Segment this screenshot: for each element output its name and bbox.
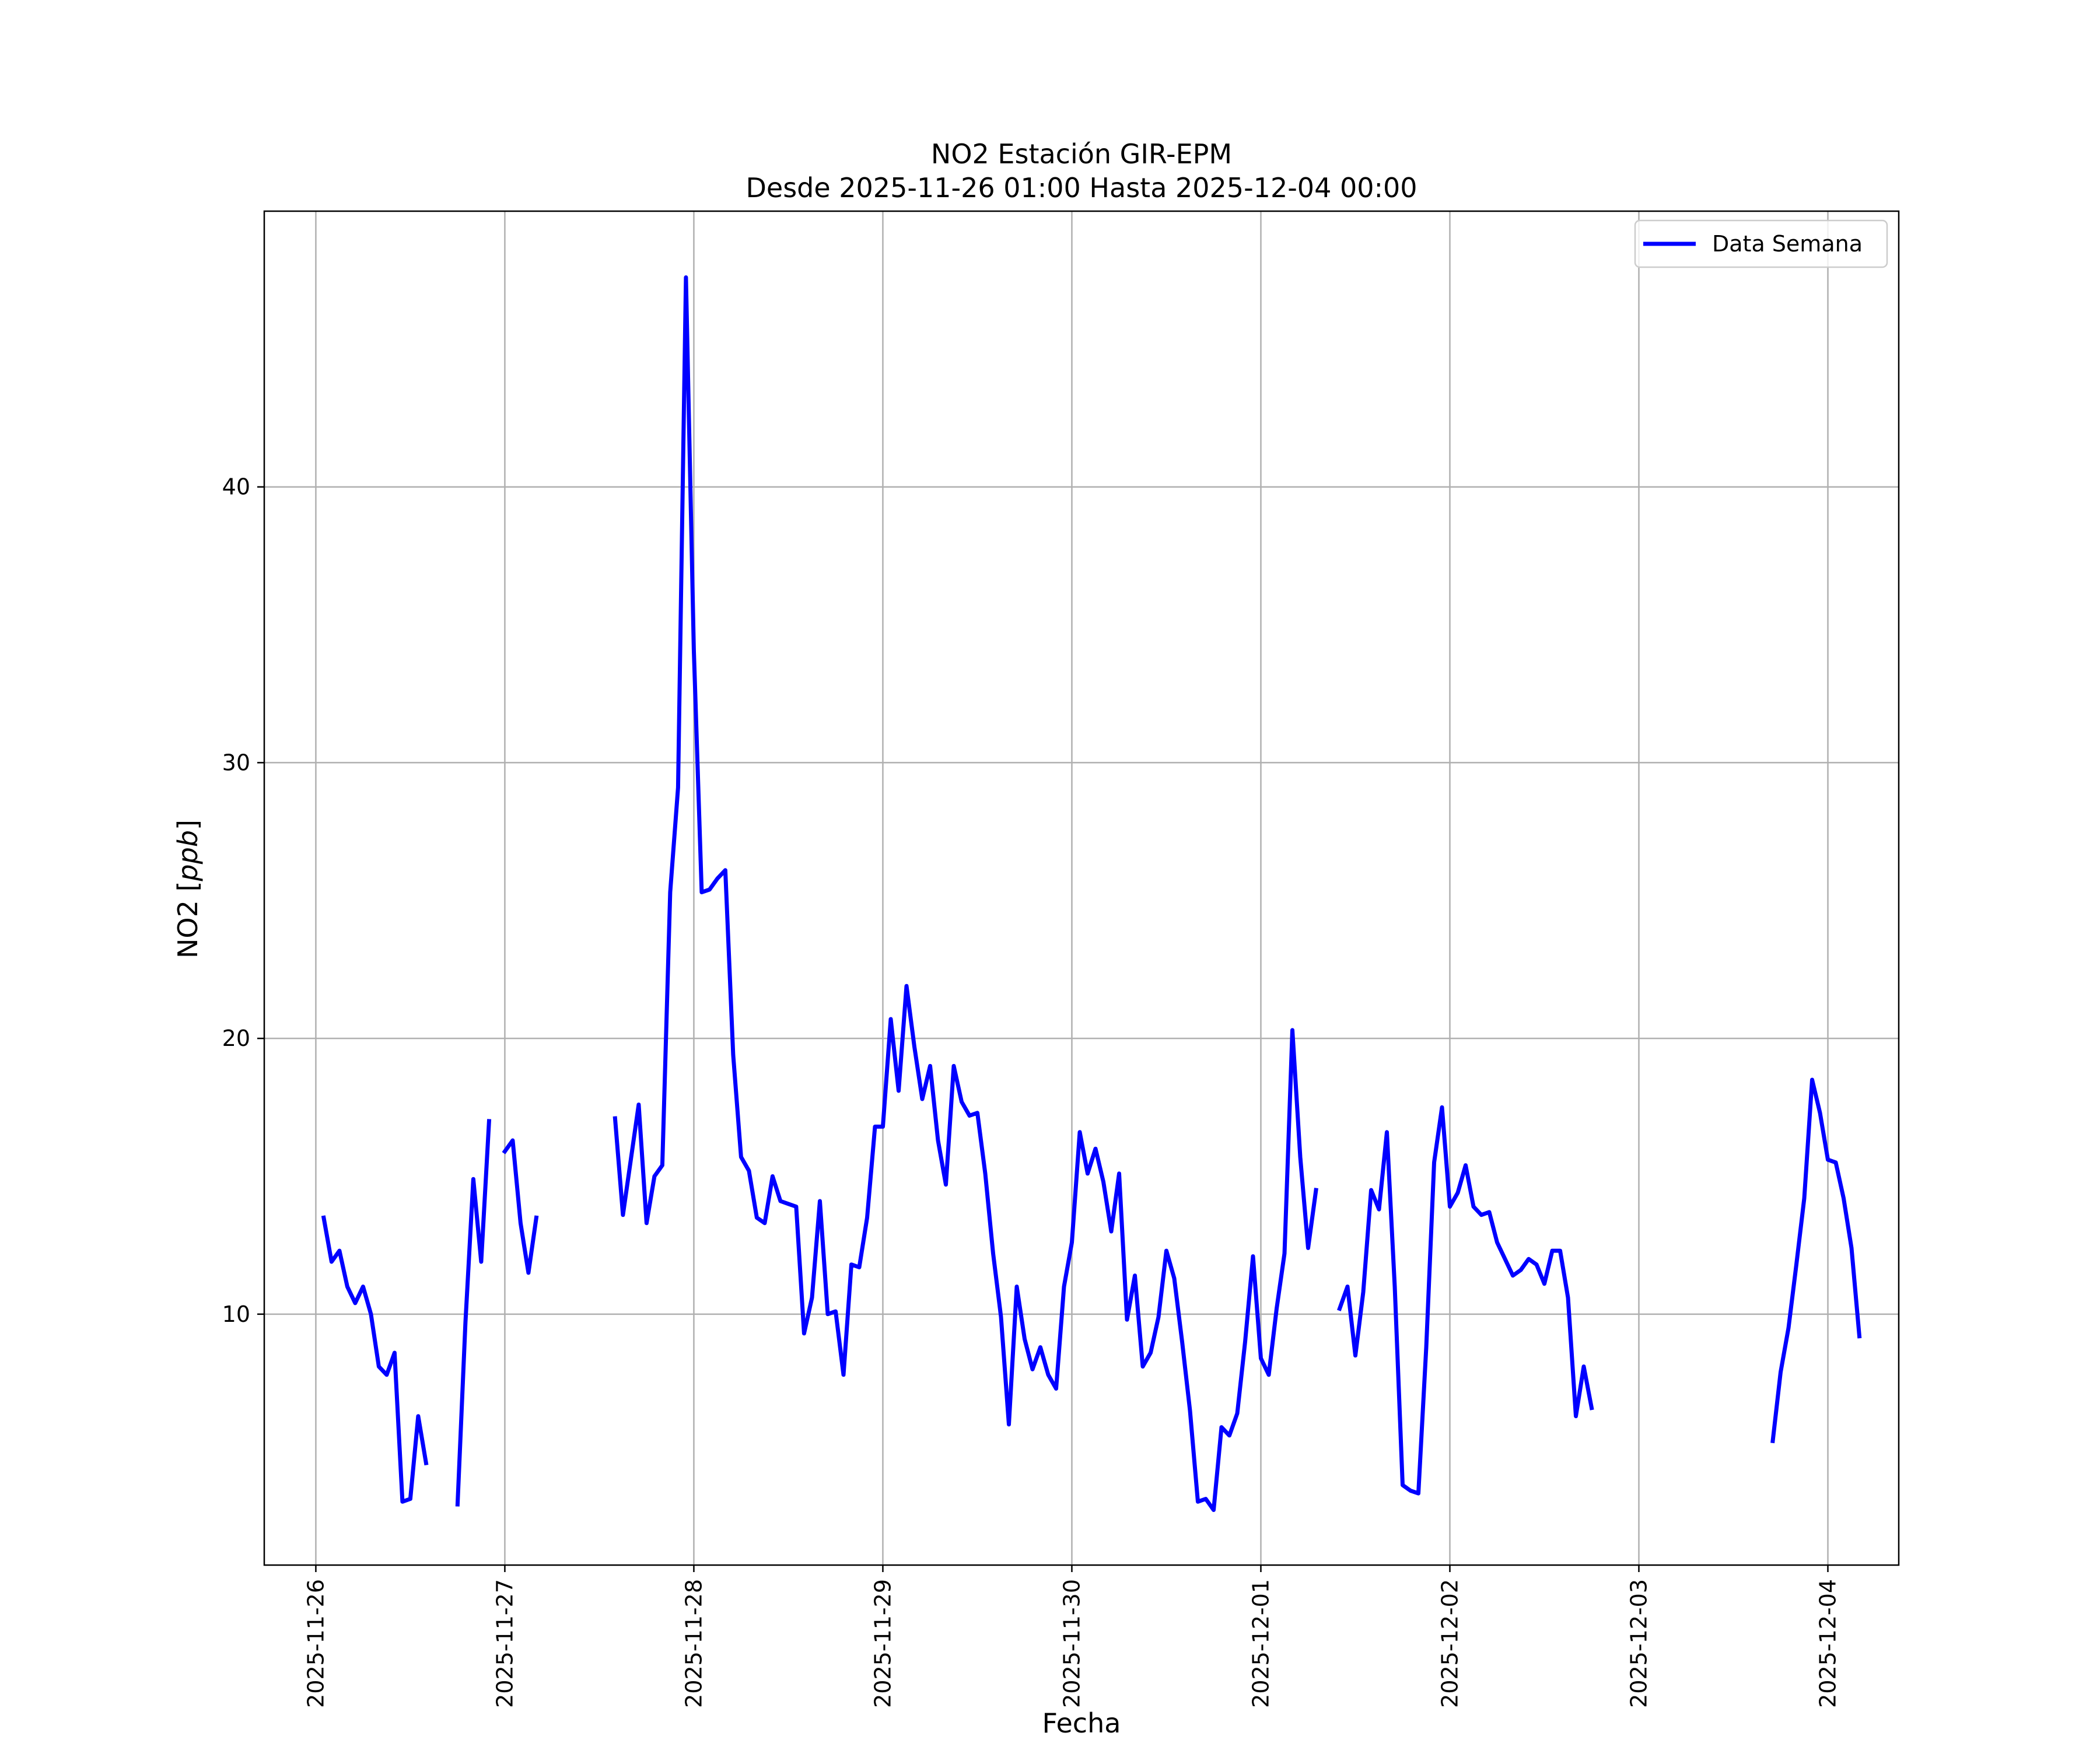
x-tick-label: 2025-12-01 [1248, 1579, 1273, 1708]
y-axis-label-suffix: ] [172, 820, 204, 830]
series-line-segment [321, 1215, 429, 1504]
series-line-segment [612, 275, 1318, 1512]
legend-box [1634, 219, 1888, 268]
series-line-segment [502, 1138, 539, 1275]
ticks: 2025-11-26 2025-11-27 2025-11-28 2025-11-29… [222, 474, 1841, 1708]
x-tick-label: 2025-11-26 [303, 1579, 328, 1708]
series-line-segment [455, 1119, 492, 1507]
y-tick-label: 30 [222, 750, 250, 775]
series-line-segment [1770, 1077, 1862, 1444]
legend-label: Data Semana [1712, 231, 1863, 257]
y-tick-label: 40 [222, 474, 250, 500]
x-tick-label: 2025-11-27 [492, 1579, 517, 1708]
legend: Data Semana [1634, 219, 1888, 268]
chart-title: NO2 Estación GIR-EPM [931, 138, 1232, 170]
y-axis-label-prefix: NO2 [ [172, 881, 204, 958]
x-tick-label: 2025-11-28 [681, 1579, 706, 1708]
series-line-segment [1337, 1105, 1594, 1496]
x-tick-label: 2025-11-29 [870, 1579, 895, 1708]
x-tick-label: 2025-11-30 [1059, 1579, 1084, 1708]
grid [264, 211, 1899, 1565]
x-axis-label: Fecha [1042, 1707, 1121, 1739]
x-tick-label: 2025-12-03 [1626, 1579, 1651, 1708]
y-axis-label-unit: ppb [172, 830, 204, 882]
y-tick-label: 10 [222, 1301, 250, 1327]
y-axis-label: NO2 [ppb] [172, 820, 204, 958]
plot-frame [263, 210, 1900, 1566]
chart-subtitle: Desde 2025-11-26 01:00 Hasta 2025-12-04 … [746, 172, 1417, 204]
y-tick-label: 20 [222, 1026, 250, 1051]
x-tick-label: 2025-12-02 [1437, 1579, 1462, 1708]
x-tick-label: 2025-12-04 [1815, 1579, 1840, 1708]
series-layer [321, 275, 1862, 1512]
